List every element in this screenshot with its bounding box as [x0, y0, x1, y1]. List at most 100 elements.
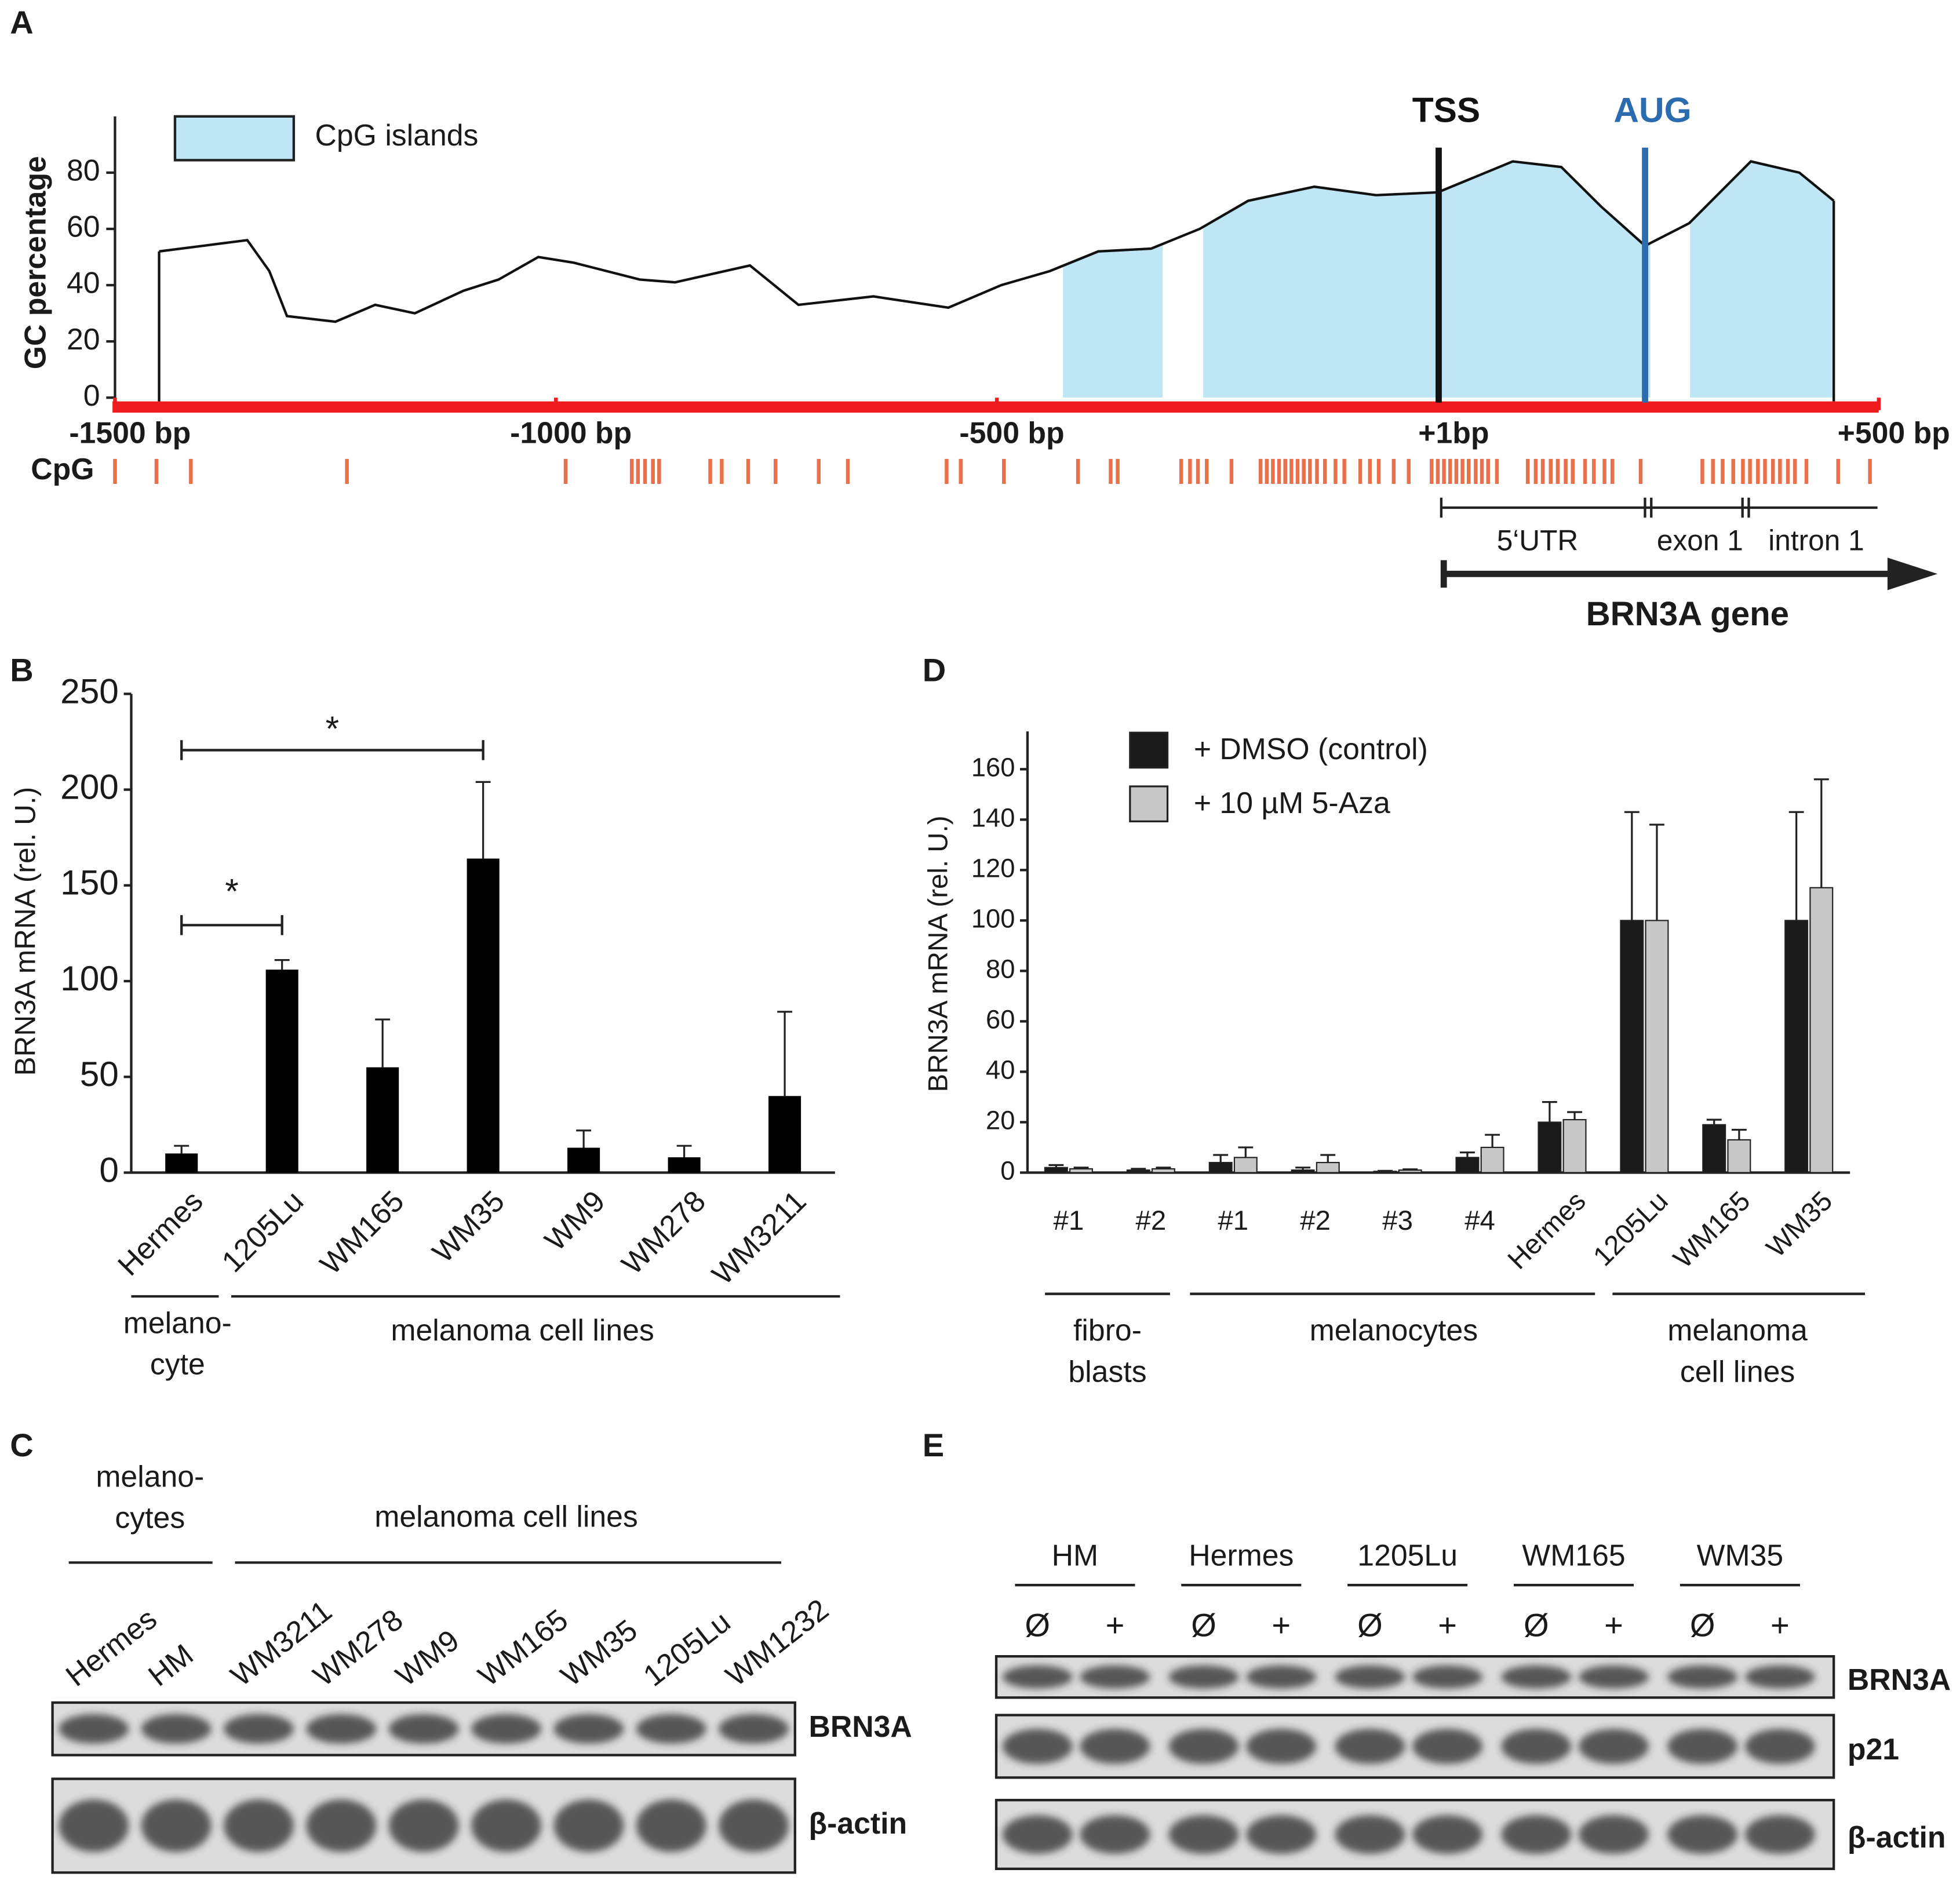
bar [1620, 920, 1644, 1174]
cpg-island [1690, 161, 1834, 398]
band [1246, 1815, 1317, 1854]
region-label: exon 1 [1657, 524, 1743, 556]
band [1002, 1665, 1073, 1689]
significance-label: * [326, 709, 340, 748]
band [306, 1799, 377, 1852]
bar [1809, 887, 1834, 1174]
bar [1126, 1169, 1150, 1174]
gene-label: BRN3A gene [1586, 595, 1789, 633]
bar [165, 1153, 198, 1173]
cpg-track-label: CpG [31, 452, 94, 486]
group-label: melanoma cell lines [391, 1313, 654, 1347]
group-label: cytes [115, 1501, 185, 1535]
region-label: intron 1 [1768, 524, 1864, 556]
row-label: β-actin [1848, 1820, 1946, 1854]
band [471, 1799, 541, 1852]
y-tick-label: 150 [60, 863, 119, 902]
lane-label: + [1604, 1606, 1623, 1643]
group-label: cell lines [1680, 1354, 1795, 1388]
band [1667, 1815, 1738, 1854]
lane-label: Ø [1191, 1606, 1216, 1643]
band [1246, 1665, 1317, 1689]
band [1168, 1815, 1239, 1854]
band [636, 1799, 706, 1852]
bar [1562, 1119, 1587, 1174]
panel-label: A [10, 4, 34, 41]
y-tick-label: 60 [986, 1004, 1015, 1034]
bar [1455, 1157, 1480, 1174]
legend-label: + 10 µM 5-Aza [1194, 786, 1390, 819]
x-tick-label: WM165 [1667, 1186, 1756, 1274]
row-label: p21 [1848, 1732, 1899, 1766]
bar [768, 1096, 802, 1173]
bar [668, 1157, 701, 1173]
bar [1208, 1161, 1233, 1174]
band [1002, 1815, 1073, 1854]
bar [1069, 1168, 1093, 1174]
band [224, 1714, 294, 1744]
band [1080, 1665, 1150, 1689]
gene-structure [1440, 497, 1894, 588]
band [719, 1799, 789, 1852]
y-tick-label: 120 [971, 853, 1015, 883]
panel-label: E [923, 1427, 944, 1463]
legend-swatch [173, 115, 296, 162]
x-tick-label: #2 [1135, 1205, 1166, 1236]
band [1501, 1815, 1572, 1854]
row-label: BRN3A [809, 1710, 912, 1743]
bar [1398, 1169, 1422, 1174]
y-tick-label: 160 [971, 752, 1015, 782]
y-tick-label: 100 [971, 903, 1015, 933]
y-tick-label: 40 [986, 1055, 1015, 1084]
legend-label: + DMSO (control) [1194, 732, 1428, 766]
group-label: melano- [123, 1306, 232, 1339]
group-label: 1205Lu [1357, 1538, 1458, 1572]
lane-label: Ø [1690, 1606, 1715, 1643]
band [1412, 1665, 1483, 1689]
band [1412, 1729, 1483, 1764]
group-label: blasts [1068, 1354, 1146, 1388]
group-label: HM [1052, 1538, 1098, 1572]
y-tick-label: 100 [60, 959, 119, 998]
band [1246, 1729, 1317, 1764]
x-tick-label: 1205Lu [1587, 1186, 1674, 1272]
group-label: melano- [96, 1460, 204, 1493]
bar [1480, 1146, 1504, 1174]
x-tick-label: #1 [1054, 1205, 1084, 1236]
y-tick-label: 80 [67, 154, 100, 187]
band [1335, 1815, 1405, 1854]
band [1579, 1665, 1649, 1689]
bar [366, 1067, 399, 1173]
bar [467, 858, 500, 1173]
x-tick-label: WM35 [426, 1184, 511, 1269]
band [553, 1714, 624, 1744]
band [719, 1714, 789, 1744]
band [388, 1714, 459, 1744]
lane-label: Ø [1357, 1606, 1383, 1643]
lane-label: Hermes [59, 1602, 162, 1693]
y-tick-label: 200 [60, 767, 119, 807]
band [1667, 1665, 1738, 1689]
band [1168, 1729, 1239, 1764]
legend-swatch [1129, 785, 1169, 822]
lane-label: + [1438, 1606, 1457, 1643]
y-tick-label: 20 [67, 322, 100, 356]
lane-label: + [1106, 1606, 1125, 1643]
y-axis-label: BRN3A mRNA (rel. U.) [923, 815, 954, 1092]
bar [1538, 1121, 1562, 1174]
gene-arrowhead [1887, 557, 1938, 591]
band [1745, 1815, 1815, 1854]
x-tick-label: #1 [1218, 1205, 1248, 1236]
band [224, 1799, 294, 1852]
x-tick-label: -500 bp [959, 416, 1064, 450]
lane-label: + [1272, 1606, 1291, 1643]
band [471, 1714, 541, 1744]
lane-label: + [1770, 1606, 1790, 1643]
lane-label: WM165 [472, 1602, 574, 1692]
band [141, 1799, 212, 1852]
lane-label: Ø [1025, 1606, 1050, 1643]
cpg-island [1203, 161, 1651, 398]
band [1579, 1815, 1649, 1854]
band [1745, 1729, 1815, 1764]
